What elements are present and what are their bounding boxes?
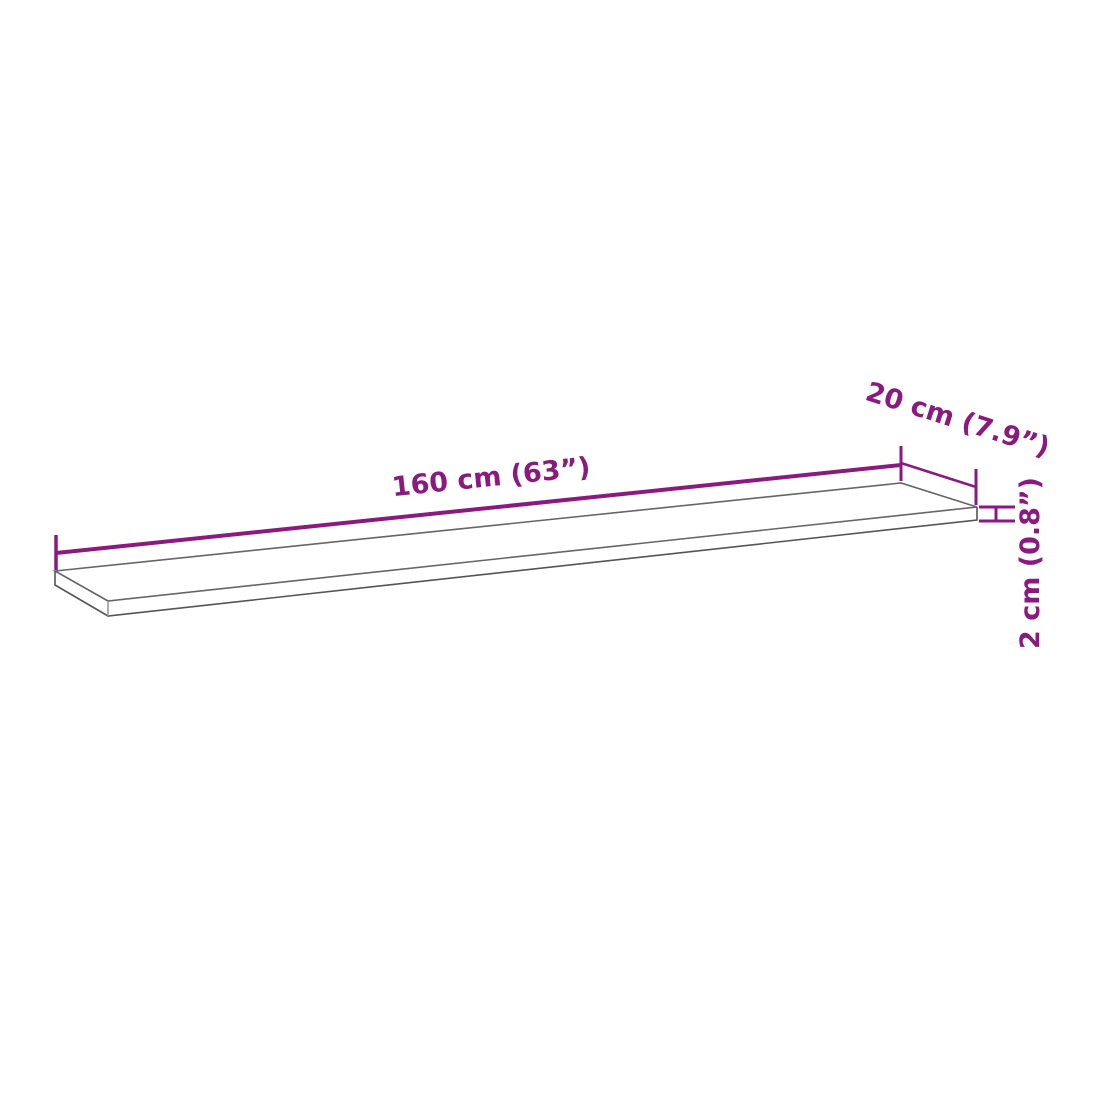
thickness-label: 2 cm (0.8”) xyxy=(1015,477,1046,649)
depth-label: 20 cm (7.9”) xyxy=(862,376,1053,463)
depth-dimension-line xyxy=(900,461,977,489)
shelf-top-face xyxy=(52,482,978,602)
length-label: 160 cm (63”) xyxy=(390,452,591,503)
length-dimension-line xyxy=(55,463,902,555)
dimension-lines xyxy=(54,446,1015,570)
shelf-board xyxy=(52,482,978,617)
